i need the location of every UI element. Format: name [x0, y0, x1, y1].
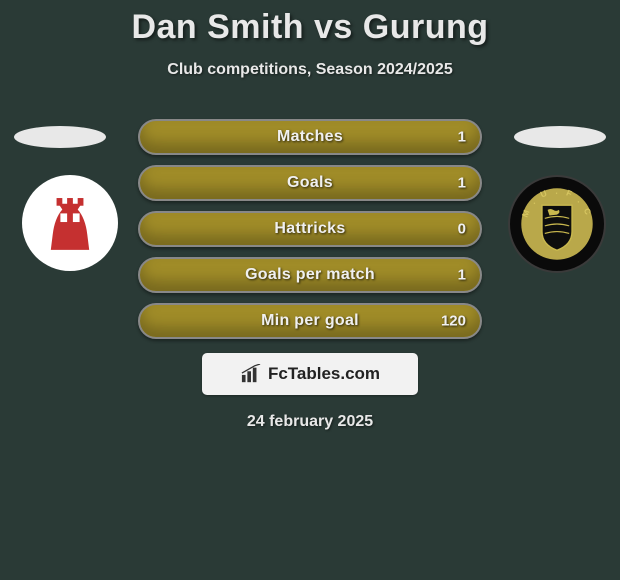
page-title: Dan Smith vs Gurung [0, 8, 620, 47]
stat-row: Matches 1 [138, 119, 482, 155]
left-club-crest [22, 175, 118, 271]
stat-label: Min per goal [140, 312, 480, 330]
stat-label: Matches [140, 128, 480, 146]
date-text: 24 february 2025 [0, 413, 620, 431]
right-club-crest: M . U . F . C [508, 175, 606, 273]
brand-text: FcTables.com [268, 364, 380, 384]
stat-label: Goals per match [140, 266, 480, 284]
stat-value: 1 [458, 129, 466, 146]
stat-label: Hattricks [140, 220, 480, 238]
stat-value: 1 [458, 267, 466, 284]
stat-row: Goals per match 1 [138, 257, 482, 293]
brand-box: FcTables.com [202, 353, 418, 395]
stat-value: 0 [458, 221, 466, 238]
chart-icon [240, 364, 262, 384]
shield-icon: M . U . F . C [510, 177, 604, 271]
tower-icon [22, 175, 118, 271]
right-player-marker [514, 126, 606, 148]
stat-row: Goals 1 [138, 165, 482, 201]
stat-row: Min per goal 120 [138, 303, 482, 339]
stat-row: Hattricks 0 [138, 211, 482, 247]
left-player-marker [14, 126, 106, 148]
stat-label: Goals [140, 174, 480, 192]
stat-bars: Matches 1 Goals 1 Hattricks 0 Goals per … [138, 119, 482, 339]
page-subtitle: Club competitions, Season 2024/2025 [0, 61, 620, 79]
stats-area: M . U . F . C Matches 1 Goals 1 Hattrick… [0, 119, 620, 431]
stat-value: 1 [458, 175, 466, 192]
stat-value: 120 [441, 313, 466, 330]
